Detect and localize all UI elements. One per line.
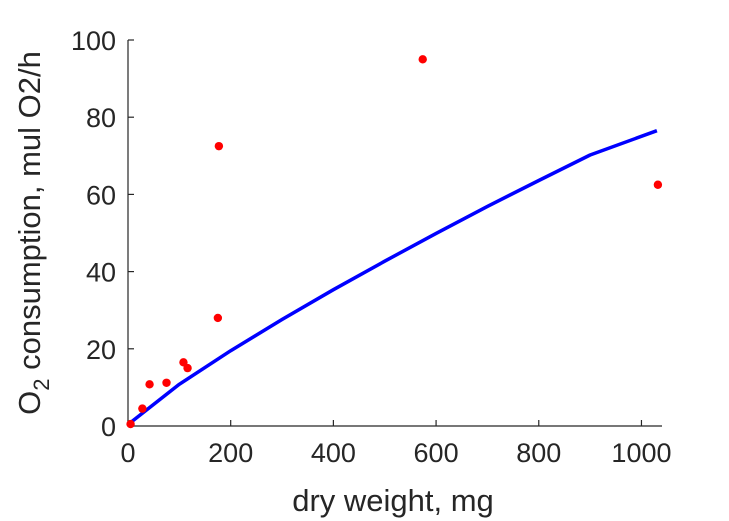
fit-line [129,129,658,424]
x-tick-label: 400 [311,438,356,468]
data-point [138,404,147,413]
data-point [214,141,224,151]
x-tick-label: 600 [414,438,459,468]
data-point [213,313,223,323]
y-tick-label: 20 [86,335,116,365]
y-tick-label: 100 [71,26,116,56]
x-tick-label: 200 [208,438,253,468]
axes [127,40,662,427]
y-tick-label: 0 [101,412,116,442]
data-point [653,180,663,189]
data-point [183,363,192,373]
x-ticks: 0 200 400 600 800 1000 [120,420,672,468]
x-axis-label: dry weight, mg [292,483,494,518]
x-tick-label: 0 [120,438,135,468]
data-point [179,358,188,367]
data-point [162,378,171,387]
y-ticks: 0 20 40 60 80 100 [71,26,134,442]
x-tick-label: 1000 [611,438,671,468]
data-point [145,380,154,389]
x-tick-label: 800 [516,438,561,468]
y-tick-label: 60 [86,180,116,210]
data-marks [126,55,663,429]
data-point [418,55,427,64]
y-axis-label-subscript: 2 [29,379,54,391]
y-tick-label: 80 [86,103,116,133]
y-axis-label-prefix: O [12,391,47,415]
y-axis-label: O2 consumption, mul O2/h [12,51,54,415]
y-tick-label: 40 [86,258,116,288]
data-point [126,419,135,429]
y-axis-label-rest: consumption, mul O2/h [12,51,47,378]
